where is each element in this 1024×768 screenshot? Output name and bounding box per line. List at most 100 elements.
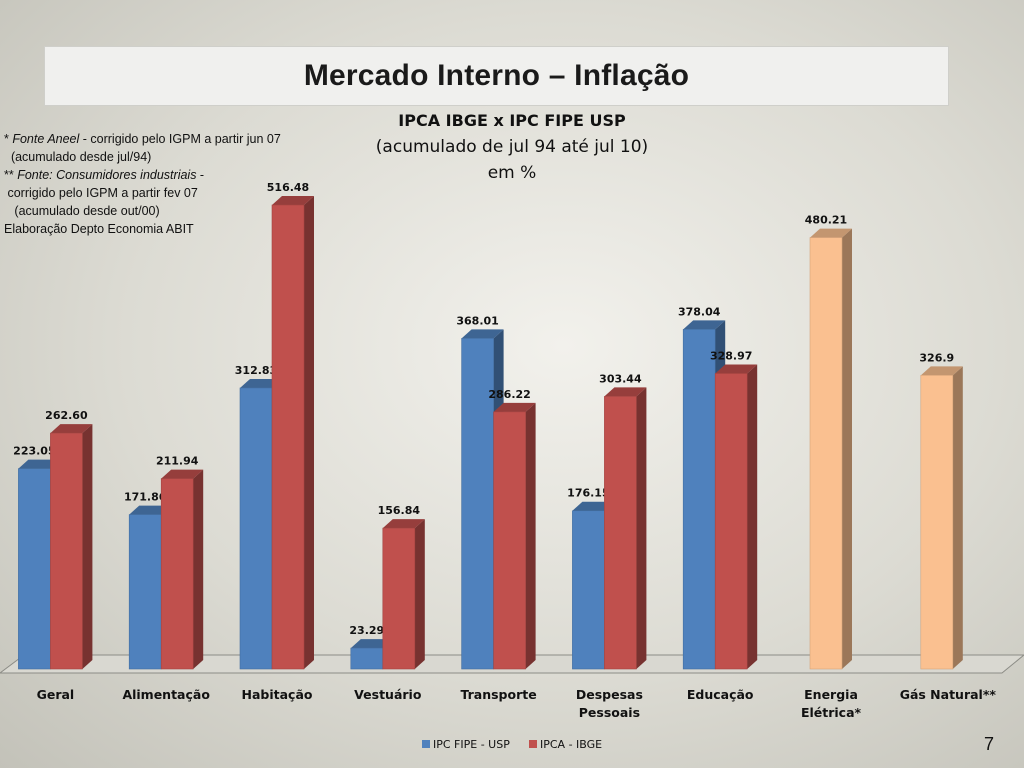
bar-front bbox=[461, 338, 494, 670]
note-line-4: corrigido pelo IGPM a partir fev 07 bbox=[4, 186, 198, 200]
data-label: 303.44 bbox=[599, 372, 642, 385]
category-label: Transporte bbox=[460, 687, 536, 702]
bar-top bbox=[129, 505, 172, 515]
data-label: 211.94 bbox=[156, 455, 199, 468]
note-source-aneel: Fonte Aneel bbox=[12, 132, 80, 146]
bar-front bbox=[350, 647, 384, 670]
category-label: Pessoais bbox=[579, 705, 640, 720]
note-source-industriais: Fonte: Consumidores industriais bbox=[17, 168, 197, 182]
bar-top bbox=[572, 501, 615, 511]
bar-top bbox=[50, 424, 93, 434]
chart-title-block: IPCA IBGE x IPC FIPE USP (acumulado de j… bbox=[330, 108, 694, 186]
bar-top bbox=[493, 402, 536, 412]
note-line-6: Elaboração Depto Economia ABIT bbox=[4, 222, 194, 236]
bar-series-1-cat-4 bbox=[493, 402, 536, 670]
category-label: Vestuário bbox=[354, 687, 422, 702]
page-number: 7 bbox=[983, 734, 994, 754]
data-label: 328.97 bbox=[710, 349, 752, 362]
bar-side bbox=[414, 519, 425, 669]
bar-front bbox=[572, 510, 605, 670]
data-label: 171.86 bbox=[124, 491, 167, 504]
note-line-3: ** Fonte: Consumidores industriais - bbox=[4, 166, 334, 184]
bar-front bbox=[271, 204, 305, 670]
data-label: 23.29 bbox=[349, 624, 384, 637]
chart-subtitle-line2: em % bbox=[487, 163, 537, 183]
category-label: Gás Natural** bbox=[900, 687, 997, 702]
bar-front bbox=[50, 432, 83, 670]
category-label: Alimentação bbox=[122, 687, 210, 702]
bar-front bbox=[18, 468, 51, 670]
bar-front bbox=[920, 375, 954, 670]
bar-side bbox=[525, 402, 536, 669]
note-line-1: * Fonte Aneel - corrigido pelo IGPM a pa… bbox=[4, 130, 334, 148]
bar-front bbox=[493, 411, 526, 670]
note-mark: * bbox=[4, 132, 13, 146]
bar-side bbox=[193, 469, 204, 669]
category-label: Elétrica* bbox=[801, 705, 862, 720]
bar-series-1-cat-1 bbox=[160, 469, 204, 670]
slide-title-bar: Mercado Interno – Inflação bbox=[44, 46, 949, 106]
chart-legend: IPC FIPE - USP IPCA - IBGE bbox=[422, 738, 602, 751]
bar-front bbox=[714, 373, 748, 670]
bar-front bbox=[239, 387, 273, 670]
category-label: Educação bbox=[687, 687, 754, 702]
data-label: 368.01 bbox=[456, 314, 498, 327]
note-line-5: (acumulado desde out/00) bbox=[4, 204, 160, 218]
bar-front bbox=[160, 478, 194, 670]
data-label: 312.83 bbox=[235, 364, 277, 377]
bar-side bbox=[636, 387, 647, 669]
bar-front bbox=[604, 396, 637, 670]
data-label: 156.84 bbox=[378, 504, 421, 517]
bar-series-2-cat-8 bbox=[920, 366, 963, 670]
bar-series-1-cat-6 bbox=[714, 364, 758, 670]
bar-front bbox=[682, 329, 716, 670]
legend-label: IPC FIPE - USP bbox=[433, 738, 510, 751]
bar-top bbox=[240, 378, 282, 388]
bar-side bbox=[82, 424, 93, 669]
note-mark: ** bbox=[4, 168, 18, 182]
category-label: Habitação bbox=[242, 687, 313, 702]
bar-top bbox=[604, 387, 647, 397]
data-label: 176.15 bbox=[567, 487, 609, 500]
data-label: 223.05 bbox=[13, 445, 55, 458]
source-notes: * Fonte Aneel - corrigido pelo IGPM a pa… bbox=[4, 130, 334, 238]
data-label: 516.48 bbox=[267, 181, 309, 194]
bar-top bbox=[683, 320, 726, 330]
note-text: - bbox=[196, 168, 205, 182]
legend-label: IPCA - IBGE bbox=[540, 738, 602, 751]
bar-top bbox=[715, 364, 758, 374]
bar-front bbox=[382, 527, 416, 670]
bar-series-1-cat-2 bbox=[271, 196, 314, 670]
data-label: 480.21 bbox=[805, 214, 847, 227]
bar-top bbox=[382, 519, 425, 529]
note-line-2: (acumulado desde jul/94) bbox=[4, 150, 152, 164]
bar-series-1-cat-5 bbox=[604, 387, 647, 670]
bar-top bbox=[920, 366, 963, 376]
data-label: 378.04 bbox=[678, 305, 721, 318]
data-label: 326.9 bbox=[919, 351, 954, 364]
chart-subtitle-line1: (acumulado de jul 94 até jul 10) bbox=[375, 137, 649, 157]
bar-series-1-cat-0 bbox=[50, 424, 93, 670]
data-label: 286.22 bbox=[488, 388, 530, 401]
legend-swatch bbox=[422, 740, 430, 748]
bar-series-2-cat-7 bbox=[809, 228, 852, 670]
bar-front bbox=[128, 514, 162, 670]
bar-side bbox=[952, 366, 963, 669]
category-label: Energia bbox=[804, 687, 858, 702]
legend-swatch bbox=[529, 740, 537, 748]
bar-front bbox=[809, 237, 843, 670]
bar-top bbox=[350, 639, 393, 649]
chart-title: IPCA IBGE x IPC FIPE USP bbox=[398, 111, 626, 130]
bar-top bbox=[810, 228, 852, 238]
bar-top bbox=[272, 196, 314, 205]
note-text: - corrigido pelo IGPM a partir jun 07 bbox=[79, 132, 281, 146]
bar-top bbox=[461, 329, 504, 339]
bar-side bbox=[747, 364, 758, 669]
data-label: 262.60 bbox=[45, 409, 88, 422]
bar-side bbox=[304, 196, 314, 669]
category-label: Geral bbox=[37, 687, 75, 702]
bar-side bbox=[842, 228, 852, 669]
bar-series-1-cat-3 bbox=[382, 519, 425, 670]
category-label: Despesas bbox=[576, 687, 643, 702]
